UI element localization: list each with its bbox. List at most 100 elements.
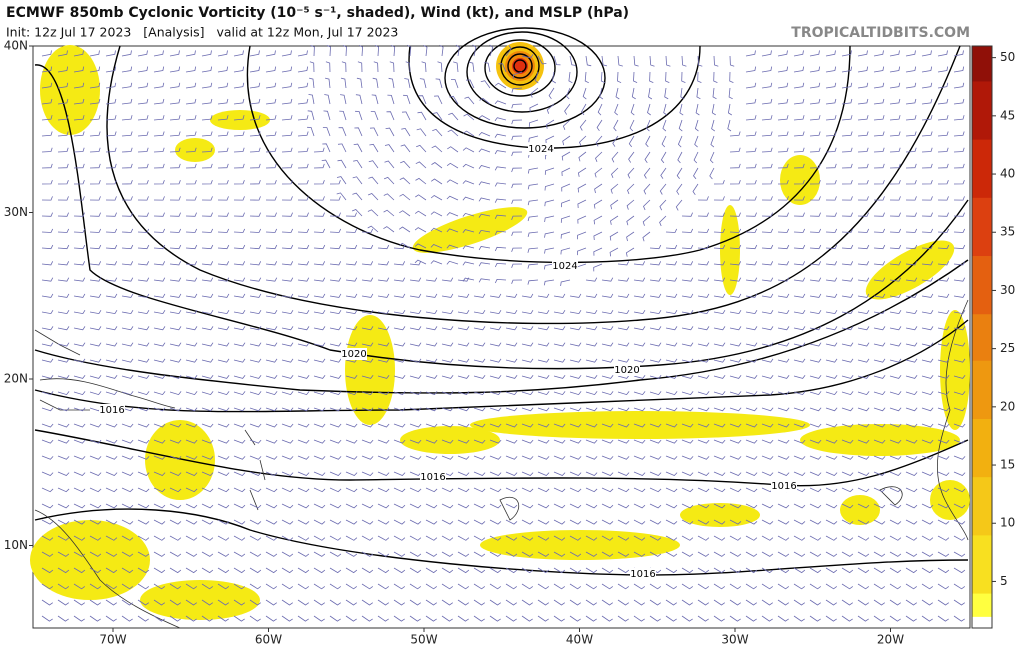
wind-barb [41, 326, 54, 331]
wind-barb [649, 55, 655, 67]
wind-barb [137, 374, 150, 379]
colorbar-step [972, 337, 992, 350]
wind-barb [441, 277, 454, 282]
wind-barb [617, 55, 623, 67]
wind-barb [713, 277, 726, 282]
wind-barb [642, 231, 651, 242]
wind-barb [697, 423, 710, 428]
wind-barb [105, 487, 118, 493]
wind-barb [729, 487, 742, 493]
wind-barb [713, 374, 726, 379]
wind-barb [745, 471, 758, 476]
wind-barb [857, 391, 870, 396]
wind-barb [121, 180, 133, 185]
wind-barb [494, 246, 507, 252]
wind-barb [73, 455, 86, 460]
wind-barb [357, 61, 363, 73]
wind-barb [329, 261, 342, 266]
wind-barb [89, 244, 102, 250]
wind-barb [661, 135, 667, 148]
wind-barb [425, 551, 438, 557]
wind-barb [201, 66, 213, 73]
wind-barb [281, 50, 292, 57]
wind-barb [473, 519, 486, 525]
wind-barb [185, 163, 197, 169]
wind-barb [921, 535, 934, 541]
wind-barb [825, 342, 838, 347]
wind-barb [569, 487, 582, 493]
wind-barb [73, 487, 86, 493]
wind-barb [617, 326, 630, 331]
wind-barb [313, 180, 325, 185]
wind-barb [121, 583, 134, 590]
wind-barb [825, 374, 838, 379]
wind-barb [761, 196, 773, 201]
wind-barb [41, 131, 53, 137]
wind-barb [889, 261, 902, 266]
wind-barb [793, 293, 806, 298]
wind-barb [889, 535, 902, 541]
wind-barb [889, 342, 902, 347]
wind-barb [265, 244, 278, 250]
wind-barb [561, 167, 571, 177]
wind-barb [401, 111, 411, 121]
wind-barb [921, 583, 934, 590]
wind-barb [329, 196, 341, 201]
vorticity-shading [30, 45, 970, 620]
wind-barb [41, 115, 53, 121]
wind-barb [561, 199, 571, 208]
wind-barb [729, 261, 742, 266]
wind-barb [873, 147, 885, 153]
wind-barb [137, 423, 150, 428]
wind-barb [297, 455, 310, 460]
wind-barb [393, 487, 406, 493]
wind-barb [313, 551, 326, 557]
wind-barb [729, 599, 742, 606]
wind-barb [777, 82, 789, 89]
wind-barb [361, 503, 374, 509]
wind-barb [873, 487, 886, 493]
wind-barb [425, 277, 438, 282]
wind-barb [89, 439, 102, 444]
wind-barb [825, 519, 838, 525]
wind-barb [377, 358, 390, 363]
wind-barb [617, 277, 630, 282]
colorbar-step [972, 558, 992, 571]
wind-barb [441, 407, 454, 412]
wind-barb [329, 535, 342, 541]
wind-barb [577, 231, 587, 240]
wind-barb [41, 519, 54, 525]
wind-barb [297, 423, 310, 428]
wind-barb [613, 119, 619, 132]
wind-barb [57, 599, 70, 606]
wind-barb [233, 487, 246, 493]
wind-barb [569, 583, 582, 590]
wind-barb [777, 228, 790, 233]
wind-barb [594, 167, 603, 178]
wind-barb [527, 199, 539, 206]
wind-barb [153, 293, 166, 298]
wind-barb [793, 342, 806, 347]
wind-barb [217, 503, 230, 509]
wind-barb [793, 131, 805, 137]
wind-barb [601, 471, 614, 476]
wind-barb [505, 374, 518, 379]
wind-barb [729, 180, 741, 185]
wind-barb [121, 261, 134, 266]
wind-barb [729, 535, 742, 541]
wind-barb [89, 519, 102, 525]
wind-barb [777, 98, 789, 105]
wind-barb [729, 293, 742, 298]
wind-barb [611, 151, 619, 163]
wind-barb [665, 277, 678, 282]
wind-barb [889, 98, 901, 105]
wind-barb [489, 326, 502, 331]
wind-barb [185, 374, 198, 379]
wind-barb [169, 423, 182, 428]
wind-barb [105, 163, 117, 169]
wind-barb [233, 455, 246, 460]
wind-barb [745, 293, 758, 298]
wind-barb [329, 599, 342, 606]
wind-barb [105, 471, 118, 476]
